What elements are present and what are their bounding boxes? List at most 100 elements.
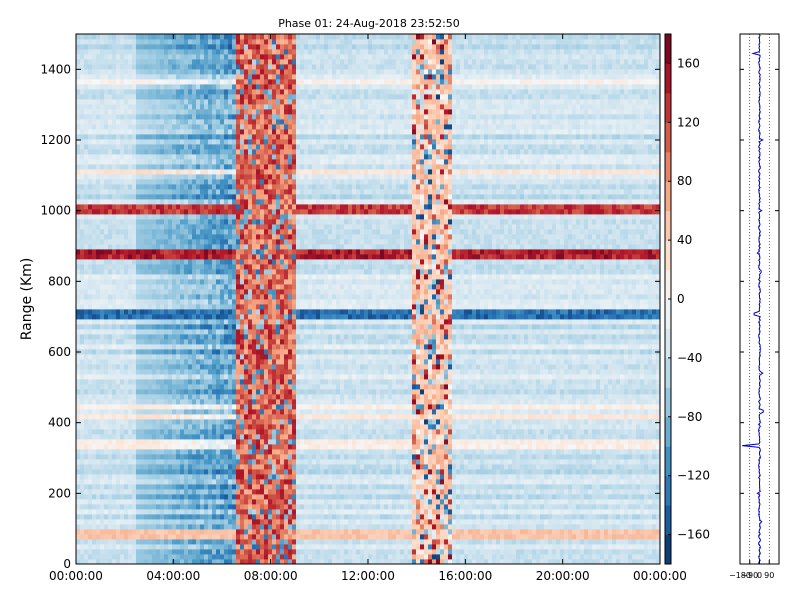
heatmap-cell [88, 444, 93, 450]
heatmap-cell [304, 519, 309, 525]
heatmap-cell [376, 484, 381, 490]
heatmap-cell [360, 499, 365, 505]
heatmap-cell [108, 524, 113, 530]
heatmap-cell [556, 529, 561, 535]
heatmap-cell [300, 499, 305, 505]
heatmap-cell [336, 559, 341, 565]
heatmap-cell [316, 444, 321, 450]
heatmap-cell [220, 539, 225, 545]
heatmap-cell [108, 464, 113, 470]
heatmap-cell [284, 539, 289, 545]
heatmap-cell [260, 409, 265, 415]
heatmap-cell [368, 534, 373, 540]
heatmap-cell [172, 444, 177, 450]
heatmap-cell [408, 429, 413, 435]
heatmap-cell [528, 549, 533, 555]
heatmap-cell [96, 559, 101, 565]
heatmap-cell [112, 474, 117, 480]
heatmap-cell [588, 529, 593, 535]
heatmap-cell [392, 499, 397, 505]
heatmap-cell [284, 504, 289, 510]
heatmap-cell [108, 459, 113, 465]
heatmap-cell [556, 459, 561, 465]
heatmap-cell [252, 559, 257, 565]
heatmap-cell [524, 409, 529, 415]
heatmap-cell [396, 394, 401, 400]
heatmap-cell [252, 409, 257, 415]
heatmap-cell [120, 434, 125, 440]
heatmap-cell [376, 554, 381, 560]
heatmap-cell [608, 464, 613, 470]
heatmap-cell [108, 439, 113, 445]
heatmap-cell [420, 429, 425, 435]
heatmap-cell [252, 519, 257, 525]
heatmap-cell [452, 474, 457, 480]
heatmap-cell [504, 424, 509, 430]
heatmap-cell [260, 419, 265, 425]
heatmap-cell [492, 414, 497, 420]
heatmap-cell [392, 504, 397, 510]
heatmap-cell [552, 439, 557, 445]
heatmap-cell [432, 549, 437, 555]
heatmap-cell [624, 474, 629, 480]
heatmap-cell [236, 504, 241, 510]
heatmap-cell [636, 529, 641, 535]
heatmap-cell [212, 499, 217, 505]
heatmap-cell [120, 394, 125, 400]
heatmap-cell [456, 544, 461, 550]
heatmap-cell [84, 504, 89, 510]
heatmap-cell [548, 499, 553, 505]
heatmap-cell [84, 459, 89, 465]
heatmap-cell [480, 489, 485, 495]
heatmap-cell [212, 559, 217, 565]
heatmap-cell [436, 464, 441, 470]
heatmap-cell [412, 549, 417, 555]
heatmap-cell [516, 509, 521, 515]
heatmap-cell [228, 514, 233, 520]
heatmap-cell [628, 454, 633, 460]
heatmap-cell [256, 529, 261, 535]
heatmap-cell [300, 534, 305, 540]
heatmap-cell [652, 489, 657, 495]
heatmap-cell [480, 539, 485, 545]
heatmap-cell [600, 404, 605, 410]
heatmap-cell [620, 439, 625, 445]
heatmap-cell [76, 439, 81, 445]
heatmap-cell [512, 429, 517, 435]
heatmap-cell [464, 419, 469, 425]
heatmap-cell [480, 514, 485, 520]
heatmap-cell [628, 489, 633, 495]
heatmap-cell [540, 519, 545, 525]
heatmap-cell [116, 449, 121, 455]
heatmap-cell [400, 439, 405, 445]
heatmap-cell [188, 499, 193, 505]
heatmap-cell [360, 474, 365, 480]
heatmap-cell [260, 519, 265, 525]
heatmap-cell [272, 434, 277, 440]
heatmap-cell [340, 534, 345, 540]
heatmap-cell [496, 469, 501, 475]
heatmap-cell [184, 434, 189, 440]
heatmap-cell [444, 544, 449, 550]
heatmap-cell [108, 514, 113, 520]
heatmap-cell [136, 489, 141, 495]
heatmap-cell [420, 409, 425, 415]
heatmap-cell [268, 509, 273, 515]
heatmap-cell [424, 489, 429, 495]
heatmap-cell [324, 439, 329, 445]
heatmap-cell [248, 419, 253, 425]
heatmap-cell [140, 529, 145, 535]
heatmap-cell [616, 494, 621, 500]
heatmap-cell [460, 439, 465, 445]
heatmap-cell [148, 494, 153, 500]
heatmap-cell [140, 544, 145, 550]
heatmap-cell [364, 549, 369, 555]
heatmap-cell [532, 439, 537, 445]
heatmap-cell [108, 409, 113, 415]
heatmap-cell [104, 394, 109, 400]
heatmap-cell [316, 529, 321, 535]
heatmap-cell [584, 529, 589, 535]
heatmap-cell [124, 519, 129, 525]
heatmap-cell [228, 434, 233, 440]
heatmap-cell [656, 399, 661, 405]
